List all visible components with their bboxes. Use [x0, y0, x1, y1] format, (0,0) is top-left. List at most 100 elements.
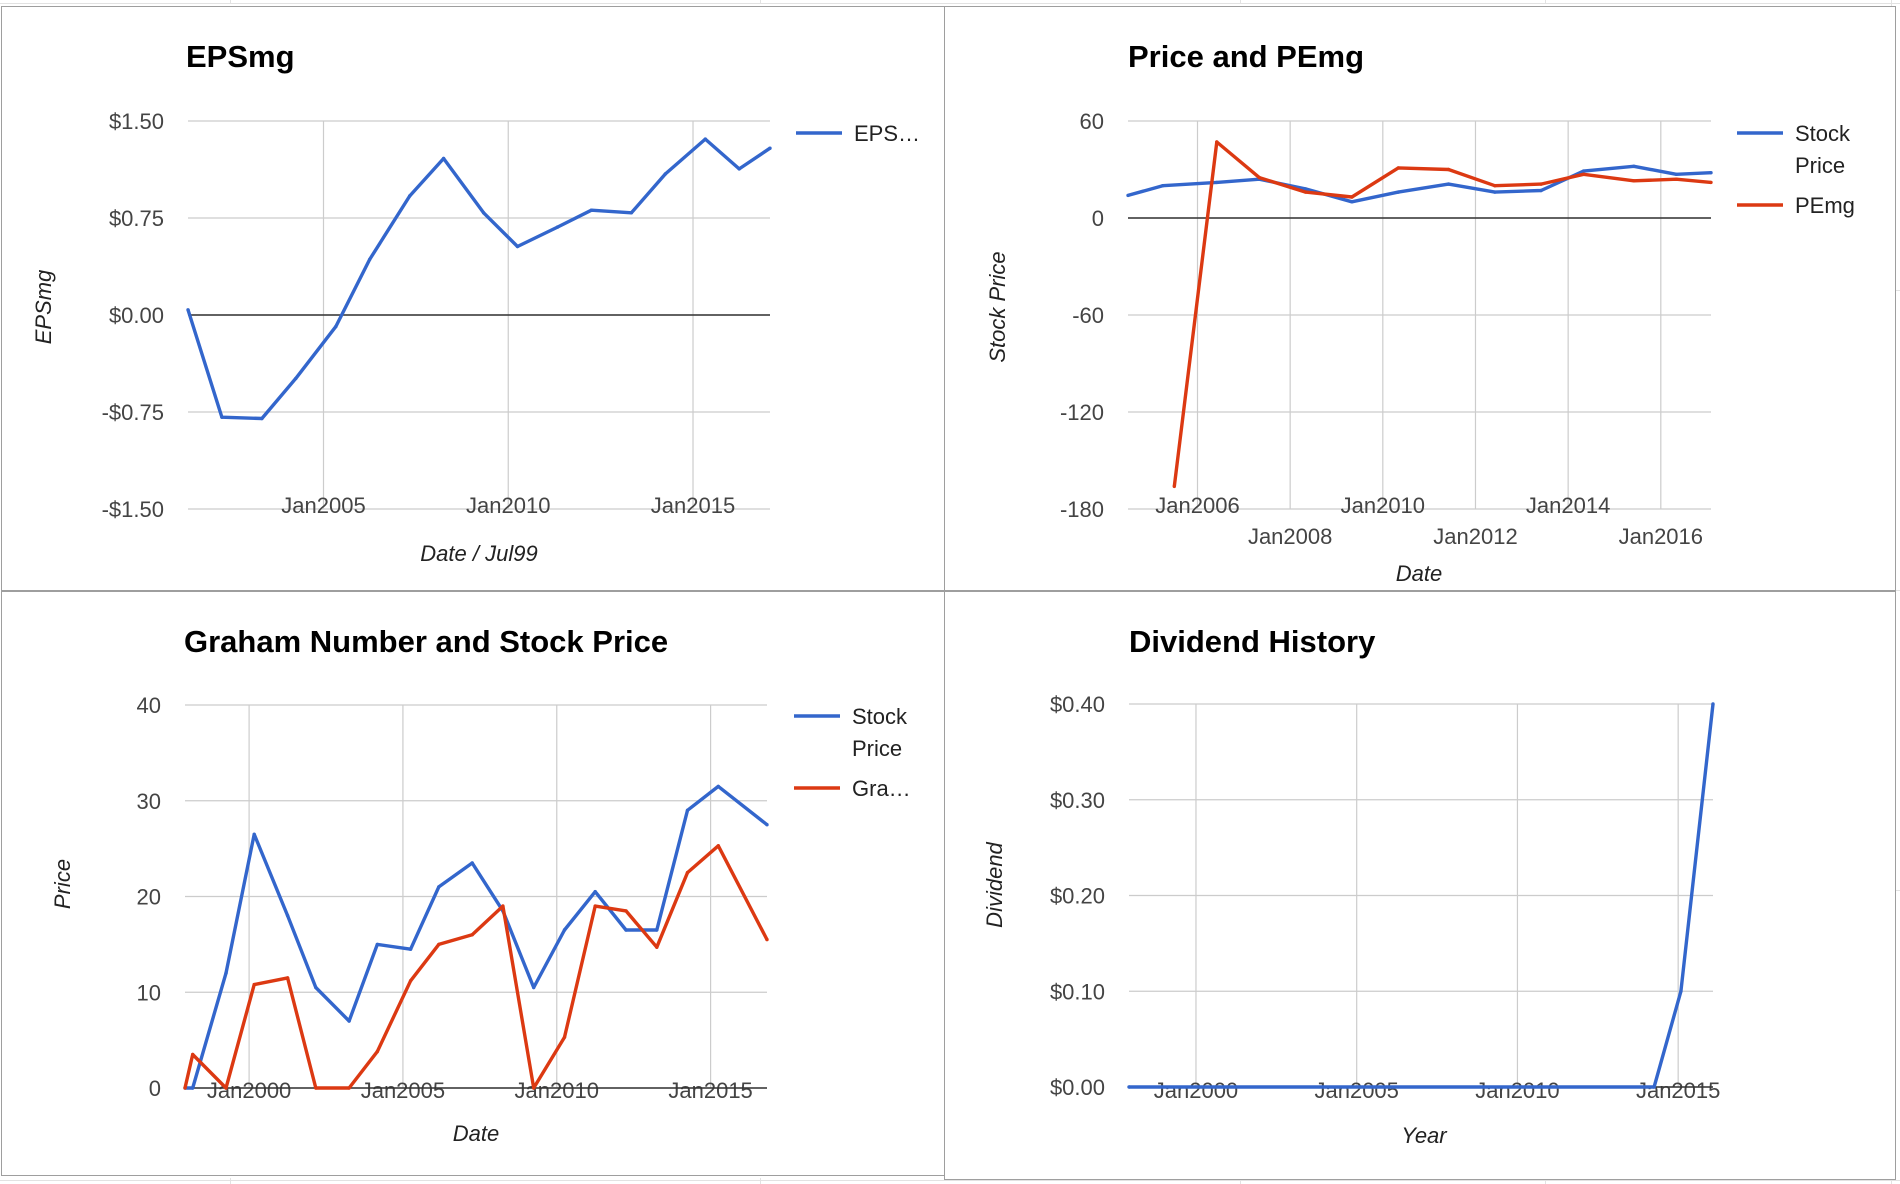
data-point [375, 1049, 379, 1054]
data-point [1539, 182, 1543, 186]
data-point [1709, 171, 1713, 175]
data-point [285, 976, 290, 980]
series-line [1127, 164, 1712, 204]
data-point [1632, 179, 1636, 183]
chart-title: EPSmg [186, 39, 295, 74]
sheet-gridline [230, 0, 231, 4]
data-point [1446, 167, 1451, 172]
data-point [368, 257, 372, 262]
x-tick-label: Jan2015 [651, 493, 735, 518]
data-point [737, 167, 741, 171]
x-tick-label: Jan2016 [1619, 524, 1703, 549]
sheet-gridline [1240, 0, 1241, 4]
sheet-gridline [1545, 1178, 1546, 1184]
chart-svg: Graham Number and Stock Price 40 30 20 10 0 Ja… [50, 624, 911, 1146]
y-tick-label: 30 [137, 789, 161, 814]
data-point [314, 985, 318, 990]
sheet-gridline [1545, 0, 1546, 4]
y-tick-label: $0.10 [1050, 979, 1105, 1004]
legend-label: Gra… [852, 776, 911, 801]
data-point [655, 945, 659, 949]
x-tick-label: Jan2010 [515, 1078, 599, 1103]
data-point [716, 844, 720, 848]
x-axis-title: Year [1401, 1123, 1448, 1148]
sheet-gridline [1892, 890, 1900, 891]
x-tick-label: Jan2005 [1314, 1078, 1398, 1103]
x-tick-label: Jan2010 [1475, 1078, 1559, 1103]
y-tick-label: $0.00 [1050, 1075, 1105, 1100]
data-point [1126, 193, 1130, 198]
data-point [593, 904, 597, 908]
data-point [1127, 1085, 1131, 1089]
sheet-gridline [760, 0, 761, 4]
legend-label: EPS… [854, 121, 920, 146]
y-tick-label: 40 [137, 693, 161, 718]
y-tick-label: $0.20 [1050, 884, 1105, 909]
y-tick-label: 0 [1092, 206, 1104, 231]
data-point [224, 1086, 228, 1090]
data-point [515, 244, 520, 249]
price-pe-chart-panel[interactable]: Price and PEmg 60 0 -60 -120 -180 Jan2006 Jan20… [944, 6, 1896, 591]
data-point [481, 211, 486, 215]
data-point [314, 1086, 318, 1090]
y-axis-title: Stock Price [985, 251, 1010, 362]
chart-title: Dividend History [1129, 624, 1376, 659]
x-tick-label: Jan2012 [1433, 524, 1517, 549]
data-point [1215, 180, 1219, 185]
data-point [1257, 175, 1261, 180]
data-point [1539, 188, 1543, 193]
data-point [375, 942, 379, 947]
data-point [765, 937, 769, 942]
chart-title: Graham Number and Stock Price [184, 624, 668, 659]
y-tick-label: 20 [137, 885, 161, 910]
data-point [1493, 190, 1497, 194]
series-line [186, 137, 771, 421]
data-point [1350, 200, 1354, 204]
y-tick-label: -60 [1072, 303, 1104, 328]
x-tick-label: Jan2015 [1636, 1078, 1720, 1103]
x-axis-title: Date / Jul99 [420, 541, 537, 566]
x-axis-title: Date [453, 1121, 499, 1146]
y-tick-label: 0 [149, 1076, 161, 1101]
x-axis-title: Date [1396, 561, 1442, 586]
data-point [470, 933, 474, 937]
chart-title: Price and PEmg [1128, 39, 1364, 74]
data-point [285, 913, 290, 918]
x-tick-label: Jan2005 [361, 1078, 445, 1103]
legend-label: Stock Price [852, 704, 908, 761]
data-point [1172, 484, 1176, 489]
y-tick-label: 60 [1080, 109, 1104, 134]
data-point [1711, 702, 1715, 706]
series-line [183, 844, 769, 1090]
sheet-gridline [230, 1178, 231, 1184]
y-tick-label: $0.00 [109, 303, 164, 328]
data-point [532, 1086, 536, 1090]
graham-chart-panel[interactable]: Graham Number and Stock Price 40 30 20 10 0 Ja… [1, 591, 945, 1176]
data-point [183, 1086, 187, 1090]
chart-svg: Dividend History $0.40 $0.30 $0.20 $0.10 $0.0… [982, 624, 1720, 1148]
data-point [589, 208, 594, 212]
series-line [185, 784, 769, 1090]
data-point [1493, 184, 1497, 188]
data-point [501, 904, 505, 908]
y-tick-label: $1.50 [109, 109, 164, 134]
y-tick-label: -$1.50 [102, 497, 164, 522]
x-tick-label: Jan2006 [1155, 493, 1239, 518]
x-tick-label: Jan2008 [1248, 524, 1332, 549]
data-point [224, 971, 228, 975]
series-line [1172, 140, 1712, 487]
data-point [1396, 166, 1400, 170]
data-point [1350, 195, 1354, 199]
dividend-chart-panel[interactable]: Dividend History $0.40 $0.30 $0.20 $0.10 $0.0… [944, 591, 1896, 1180]
eps-chart-panel[interactable]: EPSmg $1.50 $0.75 $0.00 -$0.75 -$1.50 Jan2005 J… [1, 6, 945, 591]
data-point [347, 1086, 351, 1090]
data-point [1632, 164, 1636, 168]
data-point [703, 137, 707, 141]
data-point [408, 979, 413, 983]
data-point [685, 870, 690, 875]
data-point [629, 211, 634, 215]
y-axis-title: EPSmg [31, 269, 56, 344]
x-tick-label: Jan2014 [1526, 493, 1610, 518]
data-point [220, 415, 224, 419]
data-point [470, 861, 474, 865]
